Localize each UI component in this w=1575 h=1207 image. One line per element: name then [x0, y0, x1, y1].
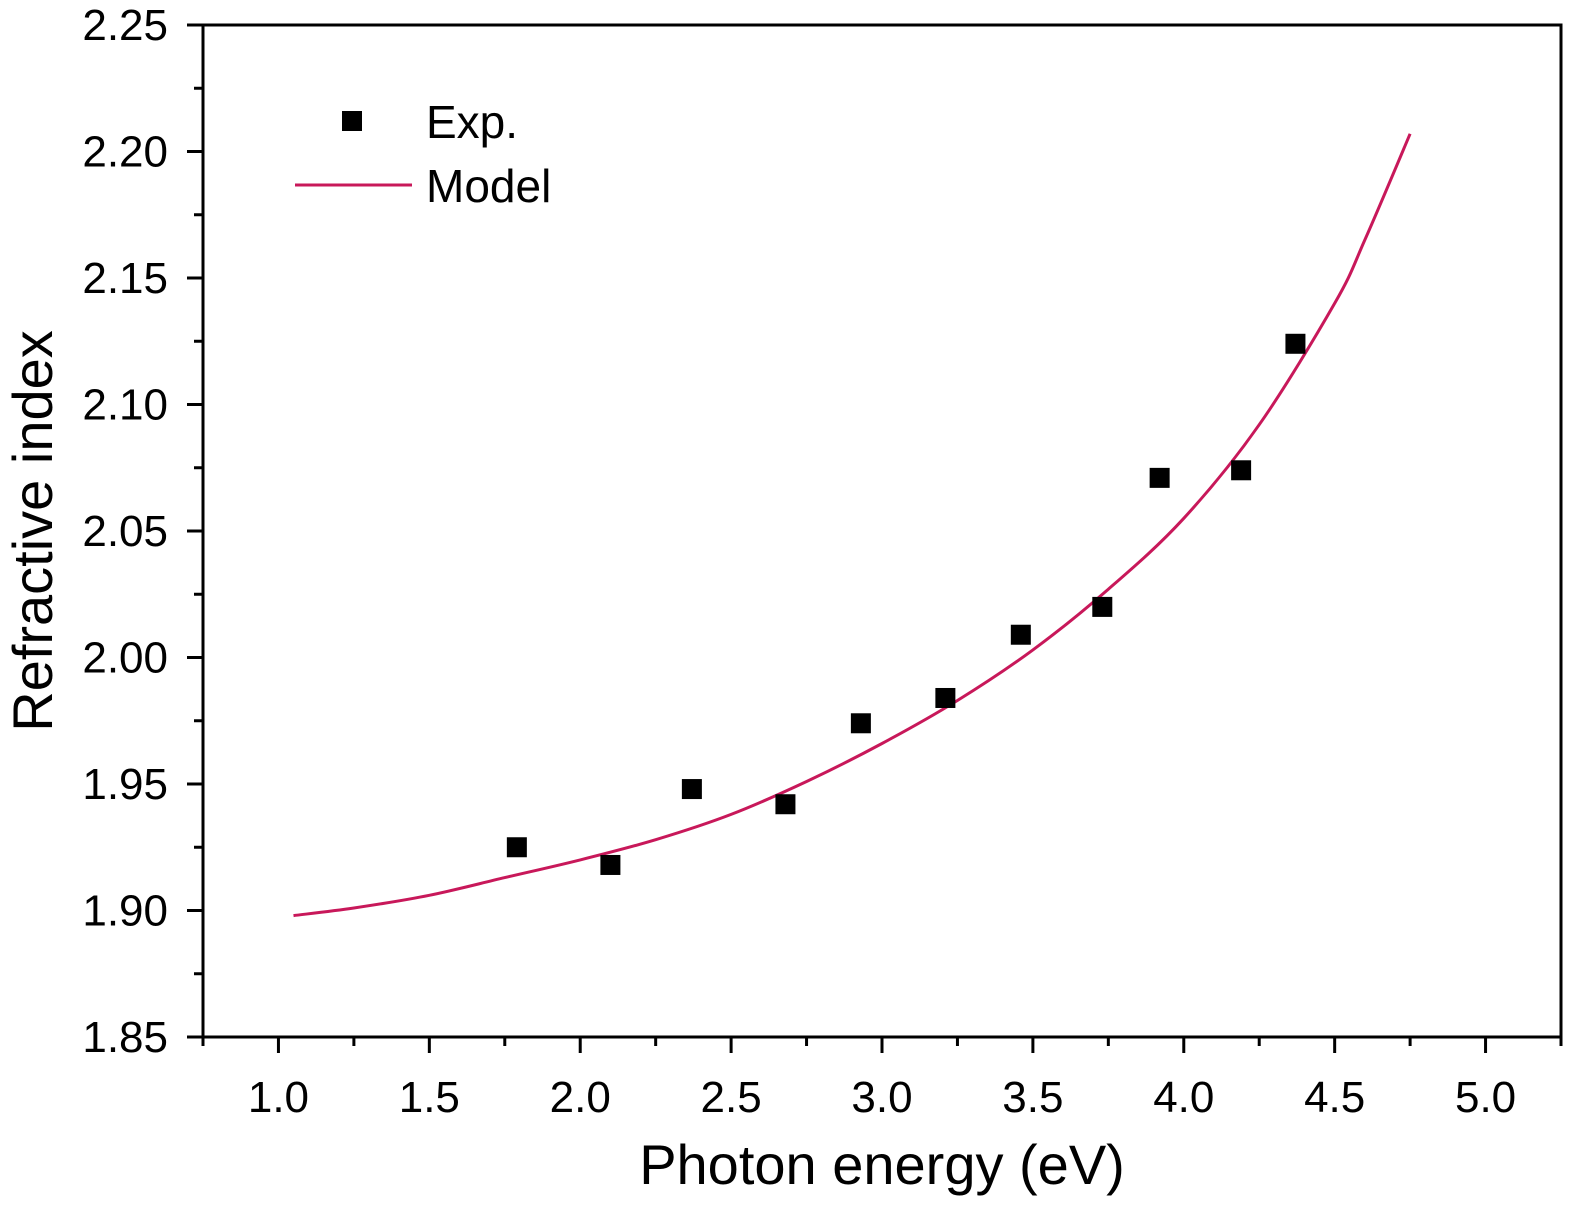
x-tick-label: 4.0 — [1153, 1073, 1214, 1122]
exp-data-point — [1149, 467, 1170, 488]
exp-data-point — [506, 837, 527, 858]
exp-data-point — [600, 854, 621, 875]
y-tick-label: 2.00 — [82, 634, 168, 683]
legend-exp-label: Exp. — [426, 96, 518, 148]
y-tick-label: 2.10 — [82, 381, 168, 430]
legend-model-label: Model — [426, 160, 551, 212]
x-tick-label: 3.5 — [1002, 1073, 1063, 1122]
exp-data-point — [1231, 460, 1252, 481]
model-curve — [293, 133, 1412, 918]
legend-exp-marker — [342, 111, 362, 131]
x-tick-label: 2.5 — [701, 1073, 762, 1122]
x-axis-title: Photon energy (eV) — [639, 1133, 1125, 1196]
x-tick-label: 2.0 — [550, 1073, 611, 1122]
exp-data-point — [681, 779, 702, 800]
y-tick-label: 1.85 — [82, 1013, 168, 1062]
y-tick-label: 2.15 — [82, 254, 168, 303]
y-tick-label: 2.20 — [82, 128, 168, 177]
y-axis-ticks: 1.85 1.90 1.95 2.00 2.05 2.10 2.15 2.20 2.25 — [82, 1, 203, 1062]
exp-data-point — [935, 687, 956, 708]
x-tick-label: 4.5 — [1304, 1073, 1365, 1122]
y-axis-title: Refractive index — [1, 330, 64, 732]
exp-data-point — [1285, 333, 1306, 354]
plot-frame — [201, 23, 1563, 1039]
x-axis-ticks: 1.0 1.5 2.0 2.5 3.0 3.5 4.0 4.5 5.0 — [201, 1037, 1563, 1122]
x-tick-label: 1.0 — [248, 1073, 309, 1122]
legend: Exp. Model — [295, 96, 551, 212]
model-series — [293, 133, 1412, 918]
x-tick-label: 3.0 — [851, 1073, 912, 1122]
y-tick-label: 1.95 — [82, 760, 168, 809]
exp-data-point — [1010, 624, 1031, 645]
exp-data-point — [850, 713, 871, 734]
x-tick-label: 5.0 — [1455, 1073, 1516, 1122]
exp-series — [506, 333, 1306, 875]
y-tick-label: 1.90 — [82, 887, 168, 936]
y-tick-label: 2.05 — [82, 507, 168, 556]
y-tick-label: 2.25 — [82, 1, 168, 50]
exp-data-point — [1092, 596, 1113, 617]
x-tick-label: 1.5 — [399, 1073, 460, 1122]
exp-data-point — [775, 794, 796, 815]
